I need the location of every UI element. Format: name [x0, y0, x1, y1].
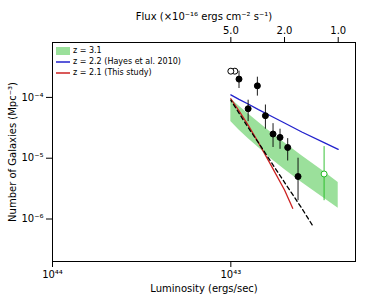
html-text:z = 3.1: z = 3.1 — [73, 46, 102, 55]
svg-text:10⁻⁵: 10⁻⁵ — [21, 152, 43, 163]
html-text:z = 2.2 (Hayes et al. 2010): z = 2.2 (Hayes et al. 2010) — [73, 57, 181, 66]
svg-text:10⁴³: 10⁴³ — [220, 269, 241, 280]
svg-text:5.0: 5.0 — [223, 25, 239, 36]
svg-text:1.0: 1.0 — [330, 25, 346, 36]
svg-text:Luminosity (ergs/sec): Luminosity (ergs/sec) — [150, 283, 257, 294]
svg-text:10⁻⁶: 10⁻⁶ — [21, 213, 43, 224]
svg-text:10⁻⁴: 10⁻⁴ — [21, 92, 43, 103]
svg-text:10⁴⁴: 10⁴⁴ — [42, 269, 63, 280]
svg-text:2.0: 2.0 — [277, 25, 293, 36]
svg-text:Number of Galaxies (Mpc⁻³): Number of Galaxies (Mpc⁻³) — [7, 82, 18, 222]
html-text:z = 2.1 (This study): z = 2.1 (This study) — [73, 68, 152, 77]
svg-text:Flux (×10⁻¹⁶ ergs cm⁻² s⁻¹): Flux (×10⁻¹⁶ ergs cm⁻² s⁻¹) — [136, 11, 272, 22]
